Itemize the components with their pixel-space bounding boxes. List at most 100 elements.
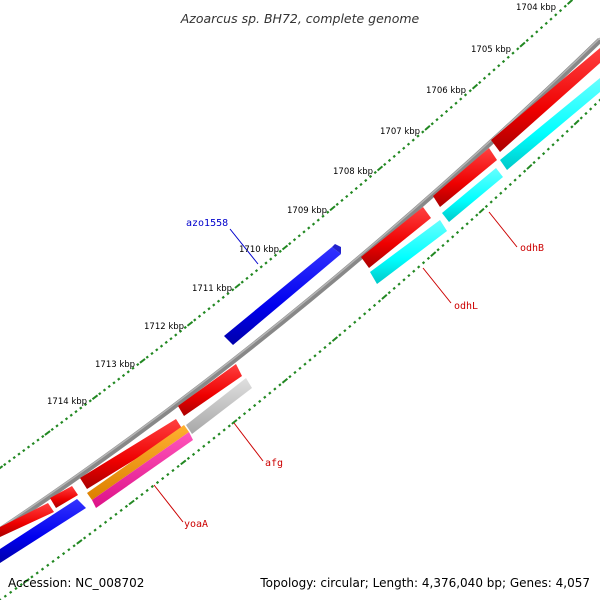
minor-tick [451,235,455,239]
minor-tick [313,354,317,358]
minor-tick [544,21,548,26]
minor-tick [60,420,64,424]
minor-tick [441,243,445,248]
tick-label: 1714 kbp [47,397,87,407]
label-azo1558[interactable]: azo1558 [186,218,228,229]
minor-tick [140,492,144,497]
minor-tick [171,468,175,473]
gene-blue-lower[interactable] [0,499,86,563]
minor-tick [202,310,206,315]
minor-tick [216,299,221,303]
minor-tick [126,370,130,374]
minor-tick [124,504,129,509]
odhL-leader [422,267,452,304]
minor-tick [242,412,247,416]
gene-cyan-2[interactable] [442,168,503,222]
minor-tick [174,333,178,337]
minor-tick [598,98,600,102]
gene-azo1558[interactable] [224,244,341,345]
gene-odhL[interactable] [370,220,447,284]
minor-tick [114,512,118,516]
gene-red-1[interactable] [0,503,54,537]
odhB-leader [488,211,518,248]
major-tick [44,430,51,436]
gene-afg[interactable] [186,378,252,434]
minor-tick [3,462,7,467]
minor-tick [46,563,50,567]
major-tick [128,499,135,506]
minor-tick [326,210,330,214]
minor-tick [513,178,517,182]
minor-tick [121,373,126,378]
minor-tick [112,381,116,385]
minor-tick [74,410,78,414]
tick-label: 1707 kbp [380,127,420,137]
minor-tick [292,238,297,242]
minor-tick [475,213,479,217]
major-tick [519,41,526,48]
minor-tick [169,337,173,341]
map-title: Azoarcus sp. BH72, complete genome [180,11,420,26]
minor-tick [263,395,267,399]
minor-tick [558,8,563,13]
gene-red-5[interactable] [361,207,431,268]
minor-tick [426,256,431,261]
minor-tick [546,147,550,151]
minor-tick [164,340,168,345]
gene-red-2[interactable] [50,486,78,508]
minor-tick [288,241,292,246]
minor-tick [193,318,197,322]
gene-yoaA[interactable] [92,432,193,508]
gene-orange[interactable] [87,425,189,500]
label-yoaA[interactable]: yoaA [184,519,208,530]
label-odhL[interactable]: odhL [454,301,478,312]
gene-red-4[interactable] [178,364,242,416]
minor-tick [12,455,16,460]
minor-tick [463,93,468,97]
tick-label: 1710 kbp [239,245,279,255]
gene-red-7[interactable] [491,48,600,152]
minor-tick [412,269,416,273]
tick-labels: 1704 kbp 1705 kbp 1706 kbp 1707 kbp 1708… [47,3,556,407]
minor-tick [482,76,487,80]
tick-label: 1713 kbp [95,360,135,370]
minor-tick [293,370,297,375]
minor-tick [50,427,54,432]
minor-tick [468,89,472,93]
label-odhB[interactable]: odhB [520,243,544,254]
minor-tick [103,520,108,524]
minor-tick [19,583,23,587]
minor-tick [397,282,401,286]
major-tick [331,336,339,342]
major-tick [139,358,146,364]
label-afg[interactable]: afg [265,458,283,469]
minor-tick [297,234,301,238]
gene-cyan-3[interactable] [500,78,600,170]
minor-tick [207,307,211,311]
inner-tick-ring [0,98,600,600]
minor-tick [55,424,59,428]
minor-tick [197,448,201,452]
minor-tick [387,158,392,162]
minor-tick [145,488,149,493]
minor-tick [535,30,539,34]
minor-tick [69,413,73,417]
outer-tick-ring [0,0,574,470]
minor-tick [217,432,221,436]
minor-tick [166,472,170,477]
minor-tick [446,239,450,243]
minor-tick [98,392,102,396]
minor-tick [489,200,493,204]
minor-tick [335,202,339,206]
minor-tick [79,406,83,410]
gene-red-6[interactable] [433,148,497,207]
minor-tick [186,456,191,461]
minor-tick [506,55,510,59]
minor-tick [136,362,140,367]
gene-red-3[interactable] [80,419,183,489]
minor-tick [98,524,102,528]
minor-tick [364,178,368,183]
minor-tick [516,47,520,51]
minor-tick [387,291,391,295]
minor-tick [237,416,242,420]
